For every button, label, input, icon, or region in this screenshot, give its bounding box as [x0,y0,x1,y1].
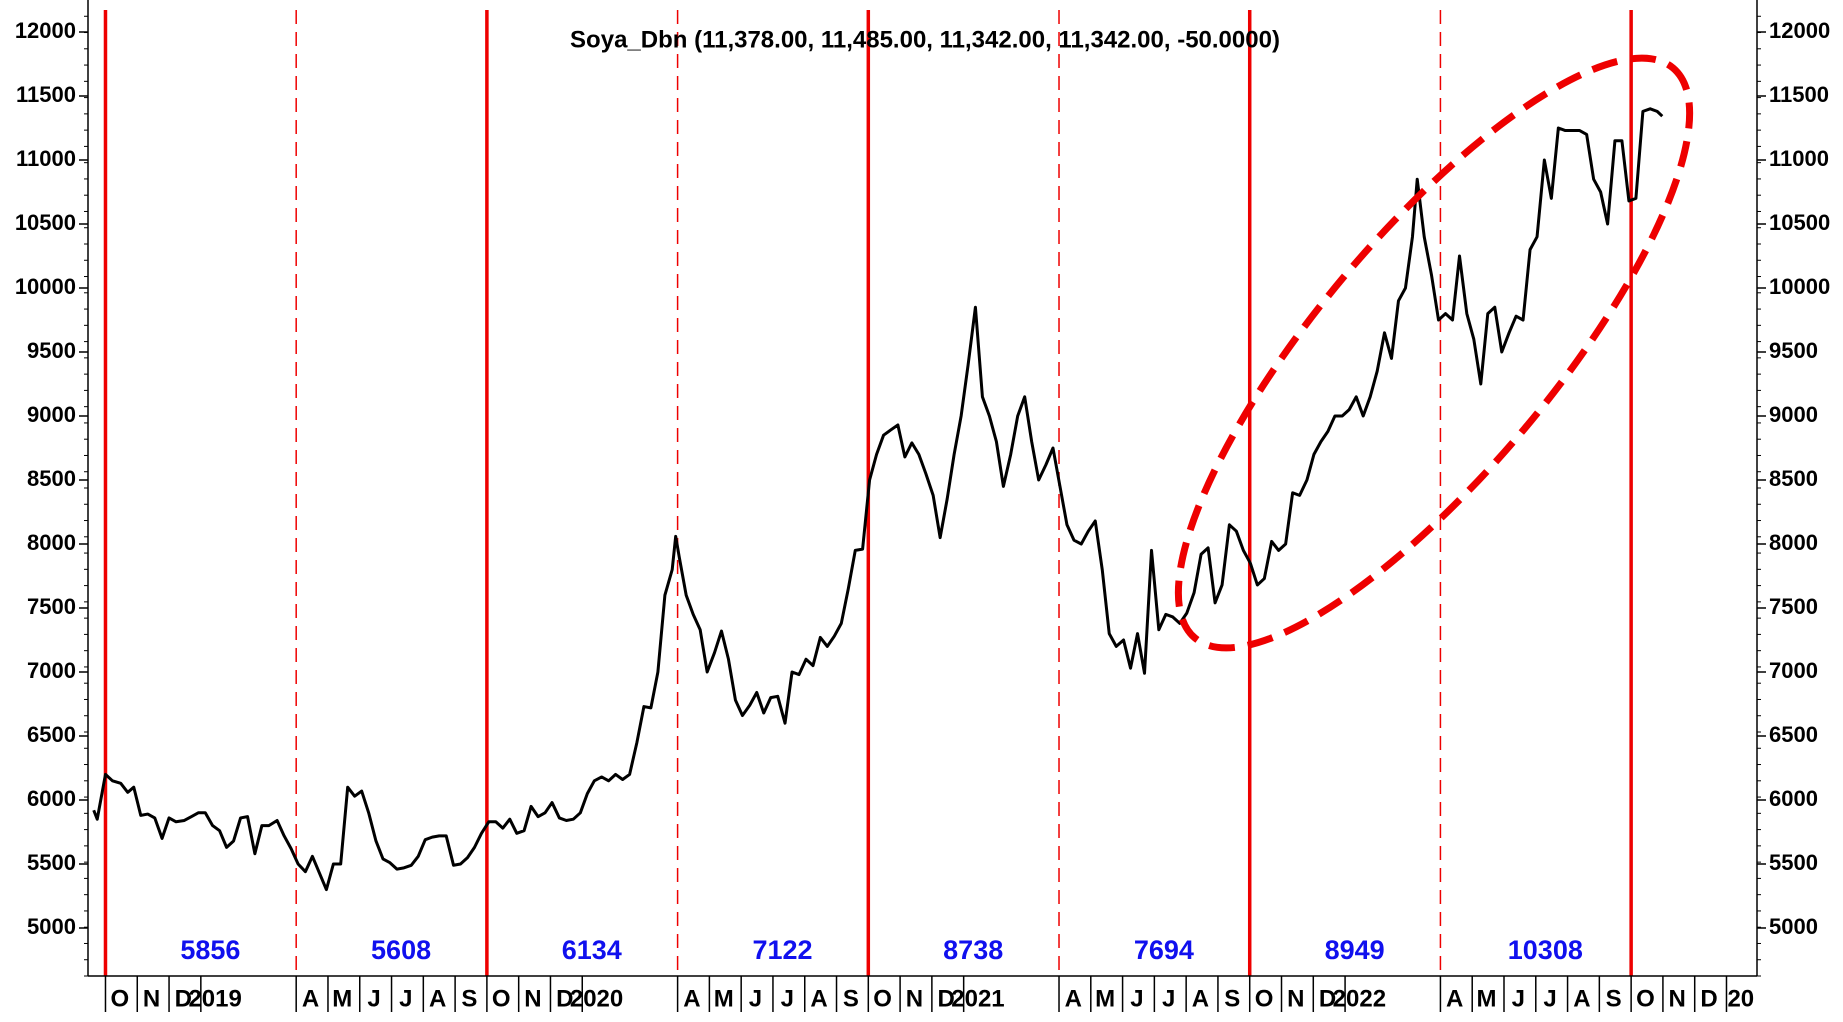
x-tick-label: A [302,985,319,1012]
period-average: 5856 [180,935,240,965]
x-tick-label: J [399,985,412,1012]
x-tick-label: O [1255,985,1274,1012]
x-tick-label: M [714,985,734,1012]
y-tick-label-right: 5000 [1769,914,1818,939]
period-average: 8738 [943,935,1003,965]
x-tick-label: D [1700,985,1717,1012]
y-tick-label-right: 10500 [1769,210,1830,235]
x-tick-label: N [1287,985,1304,1012]
y-tick-label-right: 12000 [1769,18,1830,43]
y-tick-label-right: 5500 [1769,850,1818,875]
y-tick-label: 9500 [27,338,76,363]
x-tick-label: A [1192,985,1209,1012]
y-tick-label: 10000 [15,274,76,299]
x-tick-label: M [332,985,352,1012]
y-tick-label: 8500 [27,466,76,491]
x-tick-label: M [1477,985,1497,1012]
x-tick-label: A [1065,985,1082,1012]
x-tick-label: S [1224,985,1240,1012]
x-tick-label: A [683,985,700,1012]
y-tick-label: 7500 [27,594,76,619]
x-tick-label: N [906,985,923,1012]
y-tick-label: 10500 [15,210,76,235]
period-average: 5608 [371,935,431,965]
y-tick-label: 5500 [27,850,76,875]
x-tick-label: J [1512,985,1525,1012]
x-tick-label: D [175,985,192,1012]
x-tick-label: N [143,985,160,1012]
x-tick-label: 20 [1727,985,1754,1012]
y-tick-label: 9000 [27,402,76,427]
y-tick-label-right: 9500 [1769,338,1818,363]
highlight-ellipse [1174,54,1694,652]
x-tick-label: 2022 [1333,985,1386,1012]
axes: 5000 5000 5500 5500 6000 6000 6500 6500 7000 7000… [15,0,1830,1012]
x-tick-label: D [938,985,955,1012]
period-average: 8949 [1325,935,1385,965]
plot: 5856 5608 6134 7122 8738 7694 8949 10308 [92,107,1664,965]
x-tick-label: J [1543,985,1556,1012]
period-average: 10308 [1508,935,1583,965]
y-tick-label-right: 11000 [1769,146,1829,171]
period-average: 7694 [1134,935,1194,965]
x-tick-label: J [1130,985,1143,1012]
price-line [92,107,1664,892]
x-tick-label: M [1095,985,1115,1012]
y-tick-label: 11000 [16,146,76,171]
x-tick-label: J [1162,985,1175,1012]
x-tick-label: A [429,985,446,1012]
x-tick-label: O [873,985,892,1012]
chart-title: Soya_Dbn (11,378.00, 11,485.00, 11,342.0… [570,26,1280,53]
x-tick-label: J [781,985,794,1012]
y-tick-label: 5000 [27,914,76,939]
x-tick-label: D [1319,985,1336,1012]
y-tick-label: 12000 [15,18,76,43]
y-tick-label-right: 6500 [1769,722,1818,747]
y-tick-label-right: 7500 [1769,594,1818,619]
x-tick-label: N [524,985,541,1012]
y-tick-label-right: 10000 [1769,274,1830,299]
x-tick-label: N [1669,985,1686,1012]
x-tick-label: J [749,985,762,1012]
y-tick-label-right: 9000 [1769,402,1818,427]
x-tick-label: J [367,985,380,1012]
x-tick-label: S [1606,985,1622,1012]
x-tick-label: D [556,985,573,1012]
y-tick-label: 8000 [27,530,76,555]
period-average: 7122 [752,935,812,965]
x-tick-label: O [492,985,511,1012]
y-tick-label-right: 11500 [1769,82,1829,107]
x-tick-label: 2019 [188,985,241,1012]
x-tick-label: O [1636,985,1655,1012]
x-tick-label: S [843,985,859,1012]
y-tick-label: 7000 [27,658,76,683]
y-tick-label-right: 8500 [1769,466,1818,491]
x-tick-label: A [1446,985,1463,1012]
x-tick-label: A [810,985,827,1012]
period-average: 6134 [562,935,622,965]
x-tick-label: S [461,985,477,1012]
y-tick-label: 6500 [27,722,76,747]
x-tick-label: 2021 [951,985,1004,1012]
x-tick-label: A [1573,985,1590,1012]
x-tick-label: 2020 [570,985,623,1012]
y-tick-label-right: 8000 [1769,530,1818,555]
y-tick-label: 6000 [27,786,76,811]
x-tick-label: O [110,985,129,1012]
y-tick-label: 11500 [16,82,76,107]
y-tick-label-right: 6000 [1769,786,1818,811]
y-tick-label-right: 7000 [1769,658,1818,683]
